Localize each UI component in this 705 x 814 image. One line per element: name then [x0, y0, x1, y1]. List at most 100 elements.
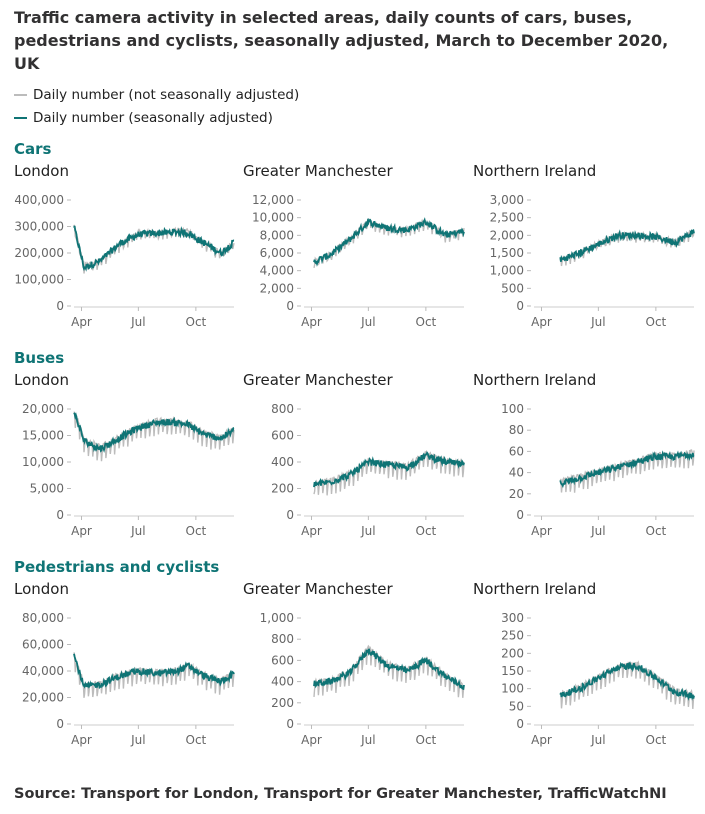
y-tick-label: 200,000 [14, 246, 64, 260]
y-tick-label: 200 [271, 482, 294, 496]
x-tick-label: Jul [360, 315, 375, 329]
x-tick-label: Oct [416, 315, 437, 329]
y-tick-label: 20,000 [22, 691, 64, 705]
y-tick-label: 20 [509, 487, 524, 501]
y-tick-label: 40 [509, 466, 524, 480]
y-tick-label: 80,000 [22, 611, 64, 625]
panel-title-cars-london: London [14, 162, 69, 180]
y-tick-label: 1,500 [490, 246, 524, 260]
chart-ped-greater-manchester: 0 200 400 600 800 1,000 Apr Jul Oct [260, 611, 465, 747]
y-tick-label: 6,000 [260, 246, 294, 260]
panel-title-buses-london: London [14, 371, 69, 389]
x-tick-label: Jul [130, 524, 145, 538]
x-tick-label: Apr [71, 733, 92, 747]
y-tick-label: 300 [501, 611, 524, 625]
y-tick-label: 0 [286, 717, 294, 731]
y-tick-label: 400,000 [14, 193, 64, 207]
y-tick-label: 2,500 [490, 211, 524, 225]
x-tick-label: Apr [301, 524, 322, 538]
x-tick-label: Oct [646, 315, 667, 329]
x-tick-label: Apr [301, 733, 322, 747]
x-tick-label: Apr [531, 524, 552, 538]
x-tick-label: Apr [301, 315, 322, 329]
x-tick-label: Jul [130, 315, 145, 329]
y-tick-label: 0 [286, 299, 294, 313]
y-tick-label: 60,000 [22, 638, 64, 652]
y-tick-label: 100 [501, 402, 524, 416]
x-tick-label: Oct [416, 524, 437, 538]
y-tick-label: 3,000 [490, 193, 524, 207]
y-tick-label: 250 [501, 629, 524, 643]
y-tick-label: 4,000 [260, 264, 294, 278]
chart-ped-northern-ireland: 0 50 100 150 200 250 300 Apr Jul Oct [501, 611, 695, 747]
y-tick-label: 50 [509, 699, 524, 713]
series-seasonally-adjusted [313, 451, 465, 488]
y-tick-label: 80 [509, 423, 524, 437]
series-seasonally-adjusted [559, 661, 695, 701]
x-tick-label: Jul [590, 524, 605, 538]
x-tick-label: Apr [531, 733, 552, 747]
y-tick-label: 300,000 [14, 220, 64, 234]
series-seasonally-adjusted [313, 648, 465, 691]
panel-title-buses-northern-ireland: Northern Ireland [473, 371, 597, 389]
series-seasonally-adjusted [73, 412, 235, 453]
panel-title-cars-greater-manchester: Greater Manchester [243, 162, 393, 180]
y-tick-label: 400 [271, 455, 294, 469]
y-tick-label: 0 [56, 717, 64, 731]
y-tick-label: 600 [271, 429, 294, 443]
y-tick-label: 12,000 [252, 193, 294, 207]
y-tick-label: 2,000 [260, 281, 294, 295]
series-seasonally-adjusted [559, 228, 695, 262]
x-tick-label: Oct [416, 733, 437, 747]
legend-swatch-sa [14, 117, 27, 119]
x-tick-label: Jul [130, 733, 145, 747]
y-tick-label: 10,000 [252, 211, 294, 225]
chart-cars-london: 0 100,000 200,000 300,000 400,000 Apr Jul Oct [14, 193, 235, 329]
y-tick-label: 10,000 [22, 455, 64, 469]
series-not-seasonally-adjusted [559, 660, 695, 709]
panel-title-cars-northern-ireland: Northern Ireland [473, 162, 597, 180]
y-tick-label: 600 [271, 653, 294, 667]
legend-label-sa: Daily number (seasonally adjusted) [33, 110, 273, 126]
y-tick-label: 800 [271, 632, 294, 646]
x-tick-label: Jul [360, 524, 375, 538]
y-tick-label: 15,000 [22, 429, 64, 443]
y-tick-label: 200 [501, 646, 524, 660]
series-seasonally-adjusted [313, 217, 465, 267]
y-tick-label: 20,000 [22, 402, 64, 416]
chart-title: Traffic camera activity in selected area… [14, 8, 669, 73]
series-seasonally-adjusted [73, 653, 235, 690]
panel-title-ped-greater-manchester: Greater Manchester [243, 580, 393, 598]
group-title-pedestrians: Pedestrians and cyclists [14, 558, 220, 576]
chart-buses-northern-ireland: 0 20 40 60 80 100 Apr Jul Oct [501, 402, 695, 538]
series-not-seasonally-adjusted [73, 652, 235, 698]
x-tick-label: Oct [186, 524, 207, 538]
chart-buses-greater-manchester: 0 200 400 600 800 Apr Jul Oct [271, 402, 465, 538]
x-tick-label: Oct [186, 315, 207, 329]
x-tick-label: Apr [71, 524, 92, 538]
x-tick-label: Oct [646, 524, 667, 538]
series-not-seasonally-adjusted [559, 449, 695, 493]
x-tick-label: Apr [531, 315, 552, 329]
legend-item-sa: Daily number (seasonally adjusted) [14, 110, 273, 126]
x-tick-label: Oct [186, 733, 207, 747]
y-tick-label: 100,000 [14, 273, 64, 287]
x-tick-label: Jul [590, 315, 605, 329]
y-tick-label: 0 [56, 508, 64, 522]
legend-swatch-raw [14, 94, 27, 96]
x-tick-label: Oct [646, 733, 667, 747]
y-tick-label: 150 [501, 664, 524, 678]
y-tick-label: 1,000 [260, 611, 294, 625]
y-tick-label: 500 [501, 281, 524, 295]
x-tick-label: Jul [590, 733, 605, 747]
y-tick-label: 100 [501, 682, 524, 696]
y-tick-label: 0 [516, 299, 524, 313]
source-note: Source: Transport for London, Transport … [14, 786, 667, 802]
group-title-buses: Buses [14, 349, 65, 367]
y-tick-label: 800 [271, 402, 294, 416]
y-tick-label: 400 [271, 675, 294, 689]
chart-cars-northern-ireland: 0 500 1,000 1,500 2,000 2,500 3,000 Apr Jul Oct [490, 193, 695, 329]
chart-buses-london: 0 5,000 10,000 15,000 20,000 Apr Jul Oct [22, 402, 235, 538]
y-tick-label: 0 [286, 508, 294, 522]
